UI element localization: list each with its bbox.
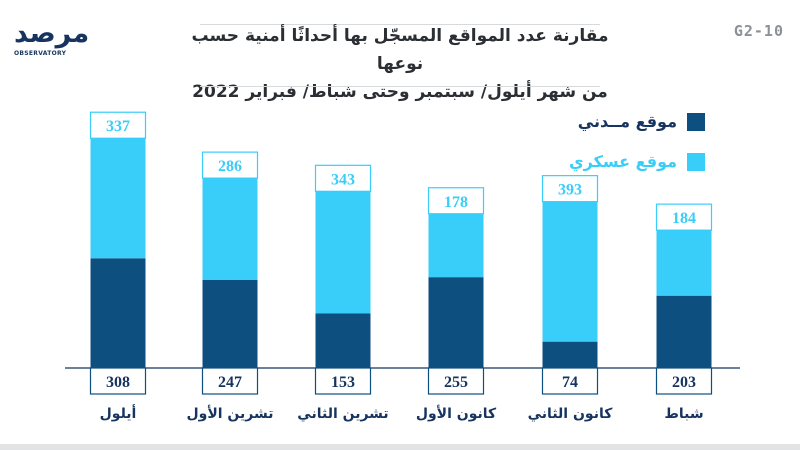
value-label-civilian: 153 (331, 374, 355, 391)
chart-title-line-2: من شهر أيلول/ سبتمبر وحتى شباط/ فبراير 2… (192, 82, 608, 102)
value-label-military: 286 (218, 158, 242, 175)
value-box-military (655, 203, 713, 231)
value-box-civilian (541, 367, 599, 395)
bottom-bar (0, 444, 800, 450)
logo-subtext: OBSERVATORY (14, 50, 67, 57)
chart-code: G2-10 (733, 22, 784, 40)
value-box-military (314, 164, 372, 192)
x-tick-label: شباط (664, 406, 703, 422)
value-label-civilian: 203 (672, 374, 696, 391)
bar-civilian (428, 277, 484, 368)
value-label-military: 343 (331, 171, 355, 188)
bar-civilian (315, 313, 371, 368)
value-box-military (541, 175, 599, 203)
observatory-logo: مرصد OBSERVATORY (14, 18, 89, 60)
legend-item-military: موقع عسكري (569, 152, 705, 171)
value-box-civilian (427, 367, 485, 395)
bar-civilian (202, 280, 258, 368)
legend-swatch (687, 112, 705, 131)
title-bottom-rule (200, 86, 600, 87)
x-tick-label: تشرين الأول (186, 405, 273, 422)
x-tick-label: تشرين الثاني (297, 406, 388, 422)
value-label-military: 184 (672, 210, 696, 227)
legend-label: موقع مــدني (577, 112, 677, 131)
value-label-civilian: 308 (106, 374, 130, 391)
value-box-military (427, 187, 485, 215)
chart-title-line-1: مقارنة عدد المواقع المسجّل بها أحداثًا أ… (191, 26, 609, 74)
value-label-military: 337 (106, 118, 130, 135)
bar-military (202, 178, 258, 281)
value-box-civilian (89, 367, 147, 395)
value-box-civilian (314, 367, 372, 395)
bar-military (90, 138, 146, 259)
value-label-military: 393 (558, 182, 582, 199)
bar-civilian (542, 341, 598, 368)
value-box-military (201, 151, 259, 179)
value-label-civilian: 247 (218, 374, 242, 391)
bar-military (315, 191, 371, 314)
bar-civilian (90, 258, 146, 368)
value-label-civilian: 74 (562, 374, 578, 391)
value-box-civilian (201, 367, 259, 395)
x-tick-label: أيلول (100, 404, 137, 422)
value-box-civilian (655, 367, 713, 395)
bar-military (428, 213, 484, 278)
legend-swatch (687, 152, 705, 171)
title-top-rule (200, 24, 600, 25)
logo-text: مرصد (14, 18, 90, 49)
value-label-military: 178 (444, 194, 468, 211)
legend-item-civilian: موقع مــدني (578, 112, 705, 131)
value-label-civilian: 255 (444, 374, 468, 391)
chart-title: مقارنة عدد المواقع المسجّل بها أحداثًا أ… (190, 22, 610, 106)
bar-military (656, 230, 712, 296)
legend-label: موقع عسكري (568, 152, 677, 171)
bar-civilian (656, 295, 712, 368)
bar-military (542, 201, 598, 342)
value-box-military (89, 111, 147, 139)
x-tick-label: كانون الثاني (528, 406, 614, 422)
x-tick-label: كانون الأول (416, 405, 497, 422)
